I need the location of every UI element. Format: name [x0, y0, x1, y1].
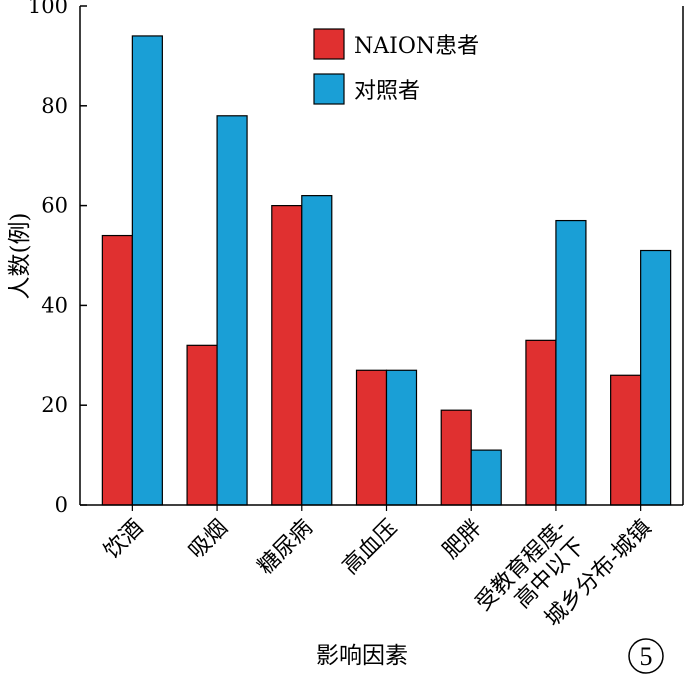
- legend-label-naion: NAION患者: [354, 34, 479, 59]
- panel-badge: 5: [628, 638, 664, 674]
- y-tick-label: 100: [28, 0, 68, 18]
- panel-badge-number: 5: [640, 642, 653, 671]
- bar-control-0: [131, 35, 163, 506]
- bar-naion-3: [355, 369, 388, 506]
- y-tick-label: 60: [41, 194, 68, 218]
- plot-area: [101, 35, 672, 506]
- bar-control-4: [470, 449, 502, 506]
- bar-control-3: [385, 369, 418, 506]
- y-tick-label: 0: [55, 493, 68, 517]
- bar-control-5: [555, 219, 587, 506]
- bar-naion-0: [101, 234, 133, 506]
- legend-swatch-naion: [313, 28, 345, 60]
- bar-control-2: [301, 195, 333, 506]
- bar-naion-4: [440, 409, 472, 506]
- x-category-label: 饮酒: [99, 515, 148, 564]
- x-category-label: 肥胖: [438, 515, 487, 564]
- x-category-label: 高血压: [338, 515, 402, 579]
- x-category-label: 吸烟: [184, 515, 233, 564]
- bar-naion-5: [525, 339, 557, 506]
- legend-swatch-control: [313, 73, 345, 105]
- y-axis-title: 人数(例): [7, 213, 33, 300]
- y-axis-ticks: 0 20 40 60 80 100: [28, 0, 87, 517]
- bar-naion-6: [610, 374, 642, 506]
- x-category-label: 糖尿病: [253, 515, 317, 579]
- y-tick-label: 40: [41, 293, 68, 317]
- panel-badge-circle: [628, 638, 664, 674]
- bar-naion-2: [271, 205, 303, 506]
- legend: NAION患者 对照者: [313, 28, 479, 105]
- bar-control-6: [640, 249, 672, 506]
- bar-naion-1: [186, 344, 218, 506]
- bar-control-1: [216, 115, 248, 506]
- legend-label-control: 对照者: [354, 79, 420, 104]
- y-tick-label: 20: [41, 393, 68, 417]
- x-axis-title: 影响因素: [316, 643, 408, 669]
- y-tick-label: 80: [41, 94, 68, 118]
